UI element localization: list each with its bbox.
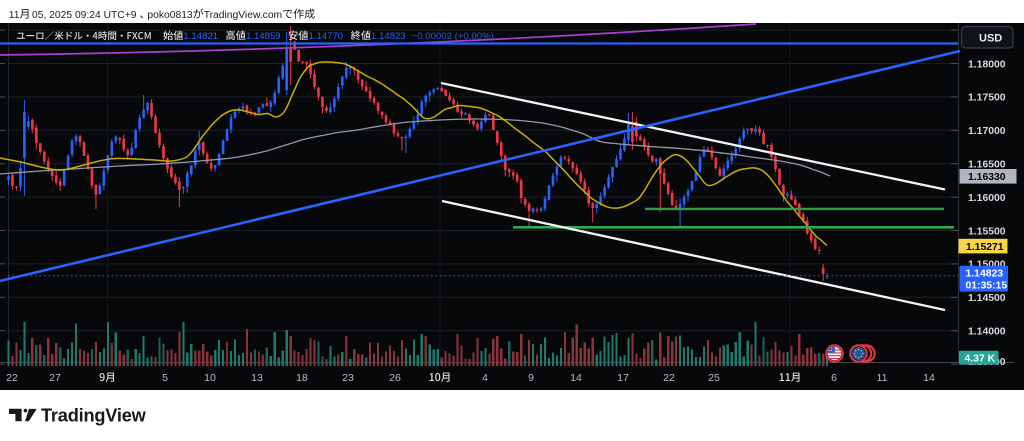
- svg-text:13: 13: [251, 372, 263, 384]
- svg-text:23: 23: [342, 372, 354, 384]
- svg-text:1.16330: 1.16330: [968, 172, 1006, 183]
- svg-text:1.15271: 1.15271: [966, 242, 1004, 253]
- svg-text:9: 9: [528, 372, 534, 384]
- svg-text:1.15000: 1.15000: [968, 260, 1006, 271]
- svg-text:1.14770: 1.14770: [308, 31, 343, 42]
- svg-text:18: 18: [296, 372, 308, 384]
- svg-text:11: 11: [877, 372, 888, 384]
- svg-text:1.17000: 1.17000: [968, 126, 1006, 137]
- svg-text:22: 22: [6, 372, 18, 384]
- svg-text:poko0813: poko0813: [147, 10, 193, 21]
- svg-text:11: 11: [9, 10, 20, 21]
- svg-text:22: 22: [663, 372, 675, 384]
- svg-text:1.14000: 1.14000: [968, 327, 1006, 338]
- svg-text:1.14500: 1.14500: [968, 293, 1006, 304]
- svg-text:27: 27: [49, 372, 61, 384]
- svg-text:5: 5: [162, 372, 168, 384]
- svg-text:−0.00002 (+0.00%): −0.00002 (+0.00%): [412, 31, 494, 42]
- svg-text:1.16000: 1.16000: [968, 193, 1006, 204]
- svg-text:25: 25: [708, 372, 720, 384]
- svg-text:1.15500: 1.15500: [968, 226, 1006, 237]
- svg-text:26: 26: [389, 372, 401, 384]
- svg-text:14: 14: [570, 372, 582, 384]
- svg-text:TradingView.com: TradingView.com: [204, 10, 282, 21]
- svg-text:1.16500: 1.16500: [968, 160, 1006, 171]
- svg-text:01:35:15: 01:35:15: [966, 281, 1008, 292]
- svg-text:1.14859: 1.14859: [246, 31, 281, 42]
- svg-text:TradingView: TradingView: [41, 405, 147, 425]
- svg-text:4: 4: [482, 372, 488, 384]
- svg-text:14: 14: [923, 372, 935, 384]
- svg-text:USD: USD: [979, 33, 1002, 45]
- svg-text:1.17500: 1.17500: [968, 93, 1006, 104]
- svg-text:05, 2025 09:24 UTC+9: 05, 2025 09:24 UTC+9: [32, 10, 137, 21]
- svg-text:4.37 K: 4.37 K: [965, 353, 996, 364]
- svg-text:1.14823: 1.14823: [966, 268, 1004, 279]
- svg-text:1.14821: 1.14821: [183, 31, 218, 42]
- svg-text:10: 10: [204, 372, 216, 384]
- svg-text:1.14823: 1.14823: [371, 31, 406, 42]
- svg-text:6: 6: [831, 372, 837, 384]
- svg-text:1.18000: 1.18000: [968, 59, 1006, 70]
- svg-text:17: 17: [617, 372, 629, 384]
